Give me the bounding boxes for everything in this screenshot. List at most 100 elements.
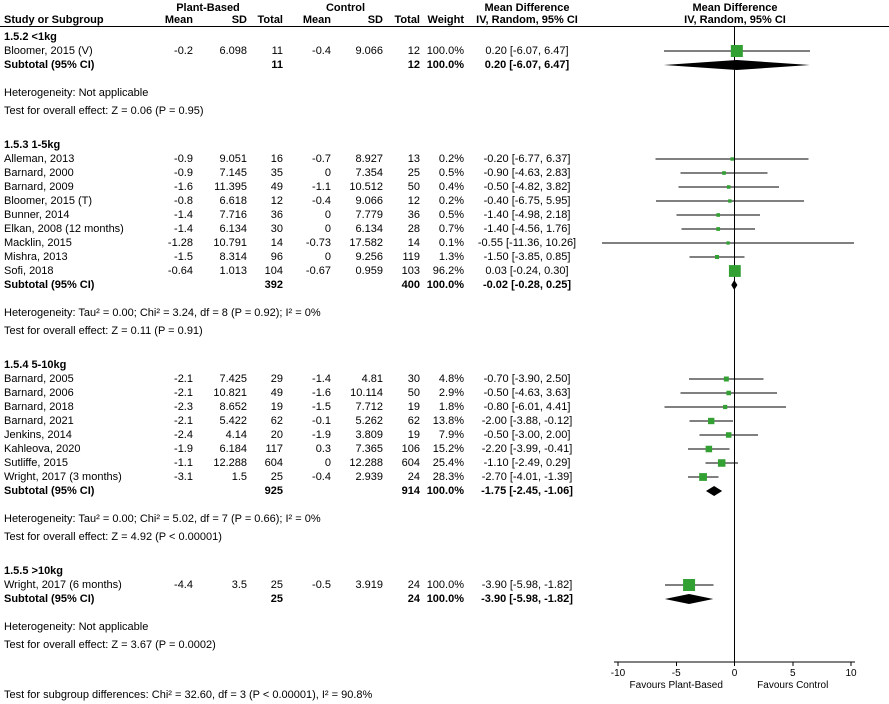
subtotal-control-total: 24: [407, 593, 420, 605]
plant-total: 29: [270, 373, 283, 385]
subgroup-title-row: 1.5.2 <1kg: [0, 30, 889, 44]
plant-mean-header: Mean: [164, 14, 193, 26]
study-row: Barnard, 2009 -1.6 11.395 49 -1.1 10.512 50 0.4…: [0, 180, 889, 194]
plant-sd: 6.184: [219, 443, 247, 455]
control-sd: 12.288: [349, 457, 383, 469]
subtotal-control-total: 400: [401, 279, 420, 291]
md-ci-text: -0.50 [-3.00, 2.00]: [483, 429, 571, 441]
control-sd: 5.262: [355, 415, 383, 427]
plant-mean: -0.9: [174, 167, 193, 179]
plant-mean: -1.4: [174, 209, 193, 221]
subgroup-title: 1.5.3 1-5kg: [4, 139, 61, 151]
axis-tick-label: 10: [845, 668, 857, 679]
heterogeneity-row: Heterogeneity: Tau² = 0.00; Chi² = 5.02,…: [0, 512, 889, 530]
plant-total: 25: [270, 471, 283, 483]
control-total: 604: [401, 457, 420, 469]
md-ci-text: -1.50 [-3.85, 0.85]: [483, 251, 571, 263]
subtotal-ci-text: 0.20 [-6.07, 6.47]: [484, 59, 570, 71]
md-ci-text: -1.40 [-4.98, 2.18]: [483, 209, 571, 221]
weight-value: 4.8%: [438, 373, 464, 385]
plant-total: 49: [270, 181, 283, 193]
plant-mean: -0.2: [174, 45, 193, 57]
study-row: Bunner, 2014 -1.4 7.716 36 0 7.779 36 0.5% -1.40…: [0, 208, 889, 222]
subtotal-label: Subtotal (95% CI): [4, 485, 95, 497]
control-mean: -0.7: [312, 153, 331, 165]
plant-mean: -1.28: [167, 237, 193, 249]
plant-sd: 8.314: [219, 251, 247, 263]
axis-tick-label: -5: [672, 668, 681, 679]
weight-value: 0.2%: [438, 153, 464, 165]
md-ci-text: 0.20 [-6.07, 6.47]: [485, 45, 569, 57]
control-sd: 3.919: [355, 579, 383, 591]
subtotal-label: Subtotal (95% CI): [4, 593, 95, 605]
subgroup-difference-test: Test for subgroup differences: Chi² = 32…: [4, 689, 373, 701]
plant-total: 117: [265, 443, 283, 455]
study-row: Wright, 2017 (3 months) -3.1 1.5 25 -0.4 2.93…: [0, 470, 889, 484]
plant-mean: -1.1: [174, 457, 193, 469]
plant-sd: 8.652: [219, 401, 247, 413]
header-column-row: Study or Subgroup Mean SD Total Mean SD …: [0, 13, 889, 26]
overall-effect-row: Test for overall effect: Z = 0.11 (P = 0…: [0, 324, 889, 342]
subtotal-plant-total: 11: [271, 59, 283, 71]
overall-effect-row: Test for overall effect: Z = 0.06 (P = 0…: [0, 104, 889, 122]
plant-mean: -0.9: [174, 153, 193, 165]
footer-row: Test for subgroup differences: Chi² = 32…: [0, 688, 889, 702]
subgroup-title: 1.5.4 5-10kg: [4, 359, 67, 371]
study-name: Barnard, 2018: [4, 401, 74, 413]
study-name: Jenkins, 2014: [4, 429, 72, 441]
control-total: 14: [407, 237, 420, 249]
plant-sd: 11.395: [214, 181, 247, 193]
heterogeneity-text: Heterogeneity: Not applicable: [4, 87, 149, 99]
plant-sd-header: SD: [231, 14, 247, 26]
plant-sd: 4.14: [225, 429, 247, 441]
study-row: Barnard, 2021 -2.1 5.422 62 -0.1 5.262 62 13.8%…: [0, 414, 889, 428]
weight-value: 25.4%: [432, 457, 464, 469]
control-total: 24: [407, 579, 420, 591]
plant-mean: -4.4: [174, 579, 193, 591]
control-total: 103: [401, 265, 420, 277]
plant-mean: -3.1: [174, 471, 193, 483]
subtotal-label: Subtotal (95% CI): [4, 59, 95, 71]
plant-sd: 1.013: [219, 265, 247, 277]
plant-mean: -0.8: [174, 195, 193, 207]
plant-mean: -2.1: [174, 415, 193, 427]
subtotal-plant-total: 392: [264, 279, 283, 291]
control-sd: 9.066: [355, 195, 383, 207]
control-sd: 17.582: [349, 237, 383, 249]
plant-total: 16: [270, 153, 283, 165]
study-row: Wright, 2017 (6 months) -4.4 3.5 25 -0.5 3.91…: [0, 578, 889, 592]
md-ci-text: -0.55 [-11.36, 10.26]: [477, 237, 577, 249]
subgroup-title: 1.5.2 <1kg: [4, 31, 57, 43]
subtotal-control-total: 914: [401, 485, 420, 497]
control-sd: 0.959: [355, 265, 383, 277]
plant-sd: 3.5: [231, 579, 247, 591]
control-sd: 9.066: [355, 45, 383, 57]
plant-total: 35: [270, 167, 283, 179]
overall-effect-row: Test for overall effect: Z = 4.92 (P < 0…: [0, 530, 889, 548]
control-sd: 6.134: [355, 223, 383, 235]
subtotal-row: Subtotal (95% CI) 11 12 100.0% 0.20 [-6.07, …: [0, 58, 889, 72]
subtotal-weight: 100.0%: [426, 485, 464, 497]
study-name: Bunner, 2014: [4, 209, 70, 221]
study-name: Kahleova, 2020: [4, 443, 81, 455]
control-mean: 0: [324, 209, 331, 221]
subtotal-row: Subtotal (95% CI) 25 24 100.0% -3.90 [-5.98,…: [0, 592, 889, 606]
control-total: 119: [402, 251, 420, 263]
control-mean: -0.4: [312, 45, 331, 57]
study-row: Bloomer, 2015 (T) -0.8 6.618 12 -0.4 9.066 12 0…: [0, 194, 889, 208]
weight-value: 28.3%: [432, 471, 464, 483]
control-mean: -1.1: [312, 181, 331, 193]
method-plot-header: IV, Random, 95% CI: [684, 14, 786, 26]
weight-value: 0.5%: [438, 209, 464, 221]
control-total: 28: [407, 223, 420, 235]
plant-based-group-header: Plant-Based: [176, 2, 240, 14]
control-mean: -1.9: [312, 429, 331, 441]
control-sd: 10.512: [349, 181, 383, 193]
subgroup-title-row: 1.5.4 5-10kg: [0, 358, 889, 372]
weight-value: 0.4%: [438, 181, 464, 193]
plant-sd: 6.618: [219, 195, 247, 207]
control-total: 62: [407, 415, 420, 427]
study-row: Jenkins, 2014 -2.4 4.14 20 -1.9 3.809 19 7.9% -0…: [0, 428, 889, 442]
control-sd: 7.779: [355, 209, 383, 221]
study-row: Sofi, 2018 -0.64 1.013 104 -0.67 0.959 103 96.2…: [0, 264, 889, 278]
